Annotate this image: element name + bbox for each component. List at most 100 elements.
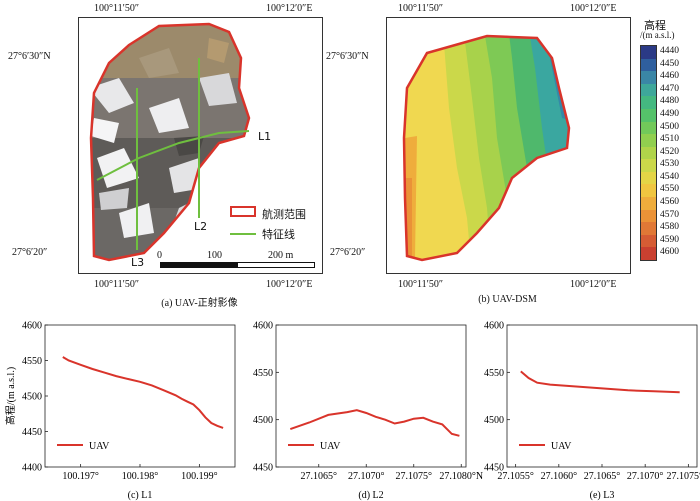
x-tick-label: 27.1070°	[348, 471, 385, 482]
x-tick-label: 100.198°	[122, 471, 159, 482]
b-bottom-tick-2: 100°12′0″E	[570, 279, 617, 290]
colorbar-swatch	[641, 234, 656, 248]
colorbar-label: 4590	[660, 234, 679, 245]
feature-line-l1	[96, 130, 250, 181]
legend-label: UAV	[551, 441, 572, 452]
a-top-tick-1: 100°11′50″	[94, 3, 139, 14]
y-tick-label: 4400	[22, 463, 42, 474]
b-caption: (b) UAV-DSM	[478, 294, 537, 305]
y-tick-label: 4450	[253, 463, 273, 474]
a-left-tick-1: 27°6′30″N	[8, 51, 51, 62]
chart-2: 4450 4500 4550 4600 27.1065° 27.1070° 27.1075°…	[253, 321, 483, 501]
legend-boundary-swatch	[230, 206, 256, 217]
y-axis-label: 高程/(m a.s.l.)	[4, 367, 17, 425]
colorbar-label: 4530	[660, 159, 679, 170]
colorbar-label: 4480	[660, 96, 679, 107]
a-bottom-tick-2: 100°12′0″E	[266, 279, 313, 290]
colorbar-unit: /(m a.s.l.)	[640, 30, 675, 40]
colorbar-title: 高程	[644, 19, 666, 32]
b-map-frame	[386, 17, 631, 274]
colorbar-swatches	[640, 45, 657, 261]
a-caption: (a) UAV-正射影像	[161, 298, 238, 309]
y-tick-label: 4600	[484, 321, 504, 332]
chart-caption: (d) L2	[358, 490, 383, 501]
a-bottom-tick-1: 100°11′50″	[94, 279, 139, 290]
dsm-survey-boundary	[402, 34, 571, 262]
colorbar-label: 4600	[660, 247, 679, 258]
series-line-uav	[289, 409, 460, 437]
profile-charts: 4400 4450 4500 4550 4600 100.197° 100.198° 100.…	[4, 321, 700, 501]
colorbar-label: 4470	[660, 83, 679, 94]
colorbar-swatch	[641, 159, 656, 173]
x-tick-label: 100.197°	[62, 471, 99, 482]
orthophoto-map	[89, 22, 251, 262]
colorbar-label: 4580	[660, 222, 679, 233]
y-tick-label: 4500	[22, 392, 42, 403]
colorbar-swatch	[641, 121, 656, 135]
colorbar-swatch	[641, 184, 656, 198]
colorbar-label: 4570	[660, 209, 679, 220]
y-tick-label: 4600	[253, 321, 273, 332]
colorbar-label: 4510	[660, 134, 679, 145]
colorbar-swatch	[641, 108, 656, 123]
colorbar-swatch	[641, 96, 656, 110]
dsm-map	[402, 34, 571, 262]
scale-bar	[160, 262, 315, 268]
colorbar-swatch	[641, 222, 656, 236]
chart-caption: (c) L1	[128, 490, 153, 501]
colorbar-swatch	[641, 209, 656, 223]
series-line-uav	[62, 356, 224, 429]
y-tick-label: 4500	[484, 415, 504, 426]
colorbar-swatch	[641, 197, 656, 211]
b-top-tick-1: 100°11′50″	[398, 3, 443, 14]
colorbar-label: 4520	[660, 146, 679, 157]
x-tick-label: 27.1075°N	[666, 471, 700, 482]
x-tick-label: 27.1060°	[541, 471, 578, 482]
b-left-tick-2: 27°6′20″	[330, 247, 366, 258]
legend-feature-label: 特征线	[262, 228, 295, 241]
colorbar-label: 4560	[660, 197, 679, 208]
legend-boundary-label: 航测范围	[262, 208, 306, 221]
colorbar-swatch	[641, 58, 656, 72]
survey-boundary	[89, 22, 251, 262]
scale-label-0: 0	[157, 250, 162, 261]
chart-caption: (e) L3	[590, 490, 615, 501]
x-tick-label: 27.1075°	[396, 471, 433, 482]
y-tick-label: 4550	[22, 356, 42, 367]
y-tick-label: 4600	[22, 321, 42, 332]
label-l1: L1	[258, 130, 272, 143]
colorbar-swatch	[641, 247, 656, 261]
plot-frame	[275, 324, 467, 468]
colorbar-label: 4450	[660, 58, 679, 69]
y-tick-label: 4500	[253, 415, 273, 426]
chart-1: 4400 4450 4500 4550 4600 100.197° 100.198° 100.…	[4, 321, 236, 501]
y-tick-label: 4450	[484, 463, 504, 474]
label-l3: L3	[131, 256, 145, 269]
legend-label: UAV	[89, 441, 110, 452]
x-tick-label: 27.1055°	[497, 471, 534, 482]
colorbar-label: 4550	[660, 184, 679, 195]
a-map-frame	[78, 17, 323, 274]
y-tick-label: 4550	[484, 368, 504, 379]
x-tick-label: 27.1070°	[627, 471, 664, 482]
legend-label: UAV	[320, 441, 341, 452]
colorbar-label: 4490	[660, 108, 679, 119]
a-left-tick-2: 27°6′20″	[12, 247, 48, 258]
legend-feature-swatch	[230, 233, 256, 235]
colorbar-label: 4500	[660, 121, 679, 132]
x-tick-label: 27.1065°	[301, 471, 338, 482]
colorbar-label: 4440	[660, 46, 679, 56]
x-tick-label: 27.1080°N	[439, 471, 483, 482]
y-tick-label: 4450	[22, 427, 42, 438]
colorbar-label: 4460	[660, 71, 679, 82]
b-top-tick-2: 100°12′0″E	[570, 3, 617, 14]
colorbar-labels: 4440 4450 4460 4470 4480 4490 4500 4510 4520 4530…	[660, 45, 700, 259]
x-tick-label: 100.199°	[181, 471, 218, 482]
colorbar-label: 4540	[660, 171, 679, 182]
scale-label-100: 100	[207, 250, 222, 261]
colorbar-swatch	[641, 46, 656, 60]
colorbar-swatch	[641, 171, 656, 185]
label-l2: L2	[194, 220, 208, 233]
colorbar-swatch	[641, 71, 656, 85]
scale-label-200: 200 m	[268, 250, 294, 261]
